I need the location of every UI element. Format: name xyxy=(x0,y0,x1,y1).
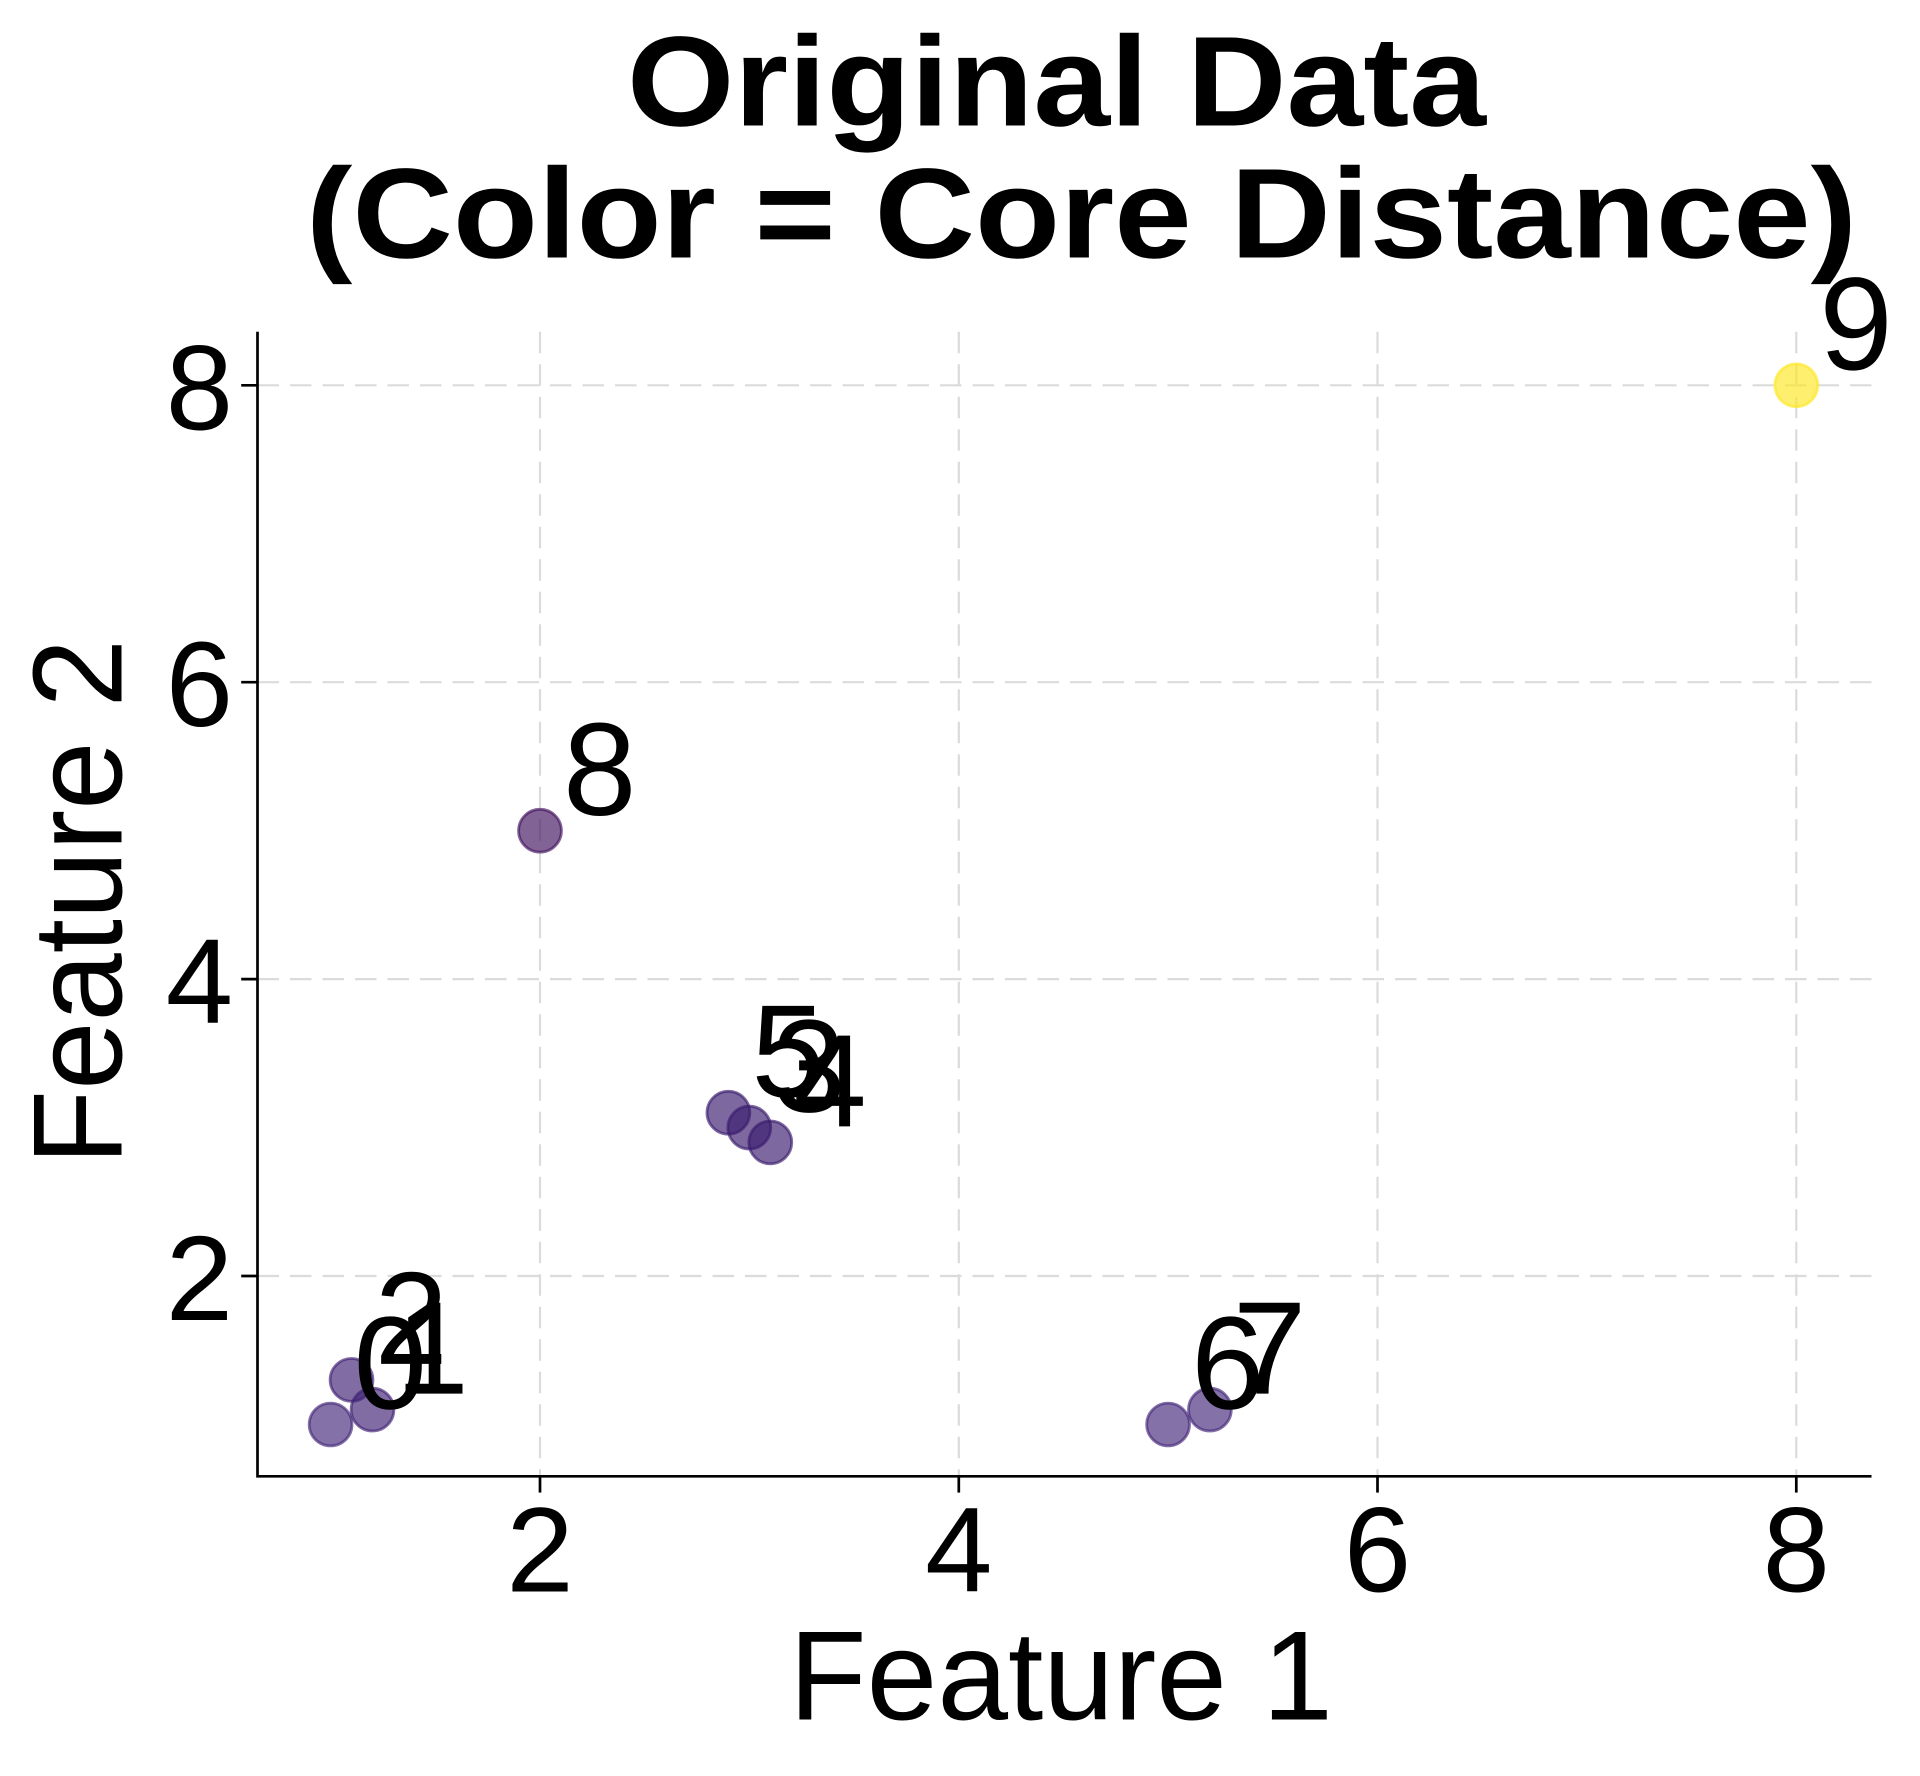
svg-text:4: 4 xyxy=(793,1007,866,1154)
svg-text:8: 8 xyxy=(166,319,233,455)
svg-text:Feature 2: Feature 2 xyxy=(7,639,149,1165)
svg-text:4: 4 xyxy=(166,913,233,1049)
svg-text:7: 7 xyxy=(1233,1275,1306,1422)
svg-text:6: 6 xyxy=(1344,1481,1411,1617)
svg-text:8: 8 xyxy=(563,696,636,843)
svg-text:2: 2 xyxy=(506,1481,573,1617)
svg-text:2: 2 xyxy=(375,1245,448,1392)
svg-text:1: 1 xyxy=(396,1275,469,1422)
svg-text:2: 2 xyxy=(166,1210,233,1346)
svg-text:0: 0 xyxy=(354,1290,427,1437)
svg-text:Feature 1: Feature 1 xyxy=(789,1604,1333,1746)
svg-text:(Color = Core Distance): (Color = Core Distance) xyxy=(306,143,1857,286)
svg-text:9: 9 xyxy=(1819,250,1892,397)
svg-text:6: 6 xyxy=(1191,1290,1264,1437)
svg-text:4: 4 xyxy=(925,1481,992,1617)
svg-text:3: 3 xyxy=(772,993,845,1140)
svg-text:6: 6 xyxy=(166,616,233,752)
svg-text:Original Data: Original Data xyxy=(627,11,1487,154)
svg-text:5: 5 xyxy=(751,978,824,1125)
svg-text:8: 8 xyxy=(1763,1481,1830,1617)
